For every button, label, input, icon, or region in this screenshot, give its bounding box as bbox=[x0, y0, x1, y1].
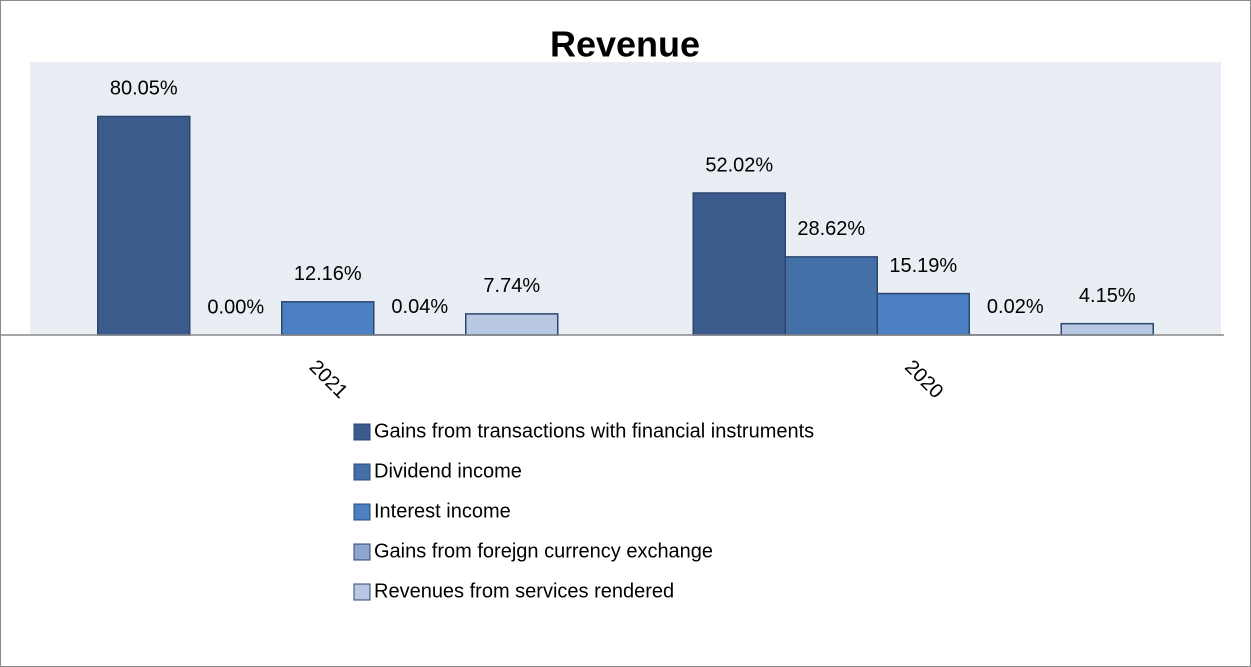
data-label: 0.04% bbox=[391, 296, 448, 318]
legend-swatch bbox=[353, 583, 371, 601]
bar bbox=[692, 192, 786, 336]
legend-swatch bbox=[353, 543, 371, 561]
data-label: 52.02% bbox=[705, 154, 773, 176]
bar bbox=[784, 256, 878, 336]
legend-label: Gains from forejgn currency exchange bbox=[374, 540, 713, 562]
legend-swatch bbox=[353, 463, 371, 481]
data-label: 28.62% bbox=[797, 218, 865, 240]
data-label: 12.16% bbox=[294, 263, 362, 285]
data-label: 4.15% bbox=[1079, 285, 1136, 307]
legend-label: Gains from transactions with financial i… bbox=[374, 420, 814, 442]
legend-swatch bbox=[353, 423, 371, 441]
legend-label: Revenues from services rendered bbox=[374, 580, 674, 602]
bar bbox=[281, 301, 375, 336]
chart-title: Revenue bbox=[550, 24, 700, 65]
data-label: 15.19% bbox=[889, 255, 957, 277]
data-label: 0.00% bbox=[207, 296, 264, 318]
bar bbox=[876, 292, 970, 336]
bar bbox=[1060, 322, 1154, 336]
data-label: 0.02% bbox=[987, 296, 1044, 318]
legend-label: Interest income bbox=[374, 500, 511, 522]
legend-label: Dividend income bbox=[374, 460, 522, 482]
bar bbox=[465, 313, 559, 336]
bar bbox=[97, 115, 191, 336]
data-label: 80.05% bbox=[110, 78, 178, 100]
plot-area bbox=[30, 62, 1221, 335]
data-label: 7.74% bbox=[483, 275, 540, 297]
legend-swatch bbox=[353, 503, 371, 521]
